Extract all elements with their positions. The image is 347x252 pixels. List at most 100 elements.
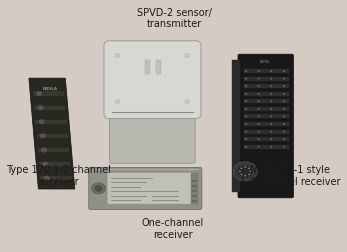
Circle shape (257, 70, 260, 72)
Circle shape (248, 168, 250, 169)
Circle shape (37, 105, 43, 110)
Circle shape (257, 78, 260, 80)
Bar (39, 162, 70, 166)
Circle shape (244, 175, 246, 176)
Circle shape (36, 91, 42, 96)
Circle shape (270, 108, 272, 110)
Circle shape (245, 100, 247, 102)
FancyBboxPatch shape (104, 41, 201, 119)
Bar (232, 60, 239, 192)
Circle shape (270, 85, 272, 87)
Circle shape (44, 176, 49, 180)
Circle shape (245, 93, 247, 95)
Polygon shape (29, 78, 75, 189)
Bar (244, 77, 289, 81)
Circle shape (270, 78, 272, 80)
Circle shape (244, 166, 246, 168)
Circle shape (270, 70, 272, 72)
Circle shape (257, 123, 260, 125)
Circle shape (245, 78, 247, 80)
Circle shape (270, 146, 272, 148)
Text: NRTBLL: NRTBLL (260, 60, 271, 64)
Circle shape (185, 53, 190, 57)
Circle shape (283, 70, 285, 72)
Circle shape (257, 108, 260, 110)
Bar (244, 84, 289, 88)
Circle shape (283, 78, 285, 80)
Bar (244, 145, 289, 149)
Circle shape (239, 171, 241, 172)
Circle shape (42, 162, 48, 166)
Circle shape (245, 108, 247, 110)
Bar (40, 176, 71, 180)
Circle shape (245, 123, 247, 125)
Bar (144, 60, 150, 74)
Bar (192, 195, 197, 197)
Circle shape (92, 183, 105, 194)
Circle shape (283, 100, 285, 102)
Circle shape (245, 138, 247, 140)
Circle shape (248, 174, 250, 175)
Circle shape (245, 131, 247, 133)
Bar (244, 99, 289, 103)
Circle shape (283, 131, 285, 133)
Circle shape (185, 100, 190, 104)
Bar (244, 92, 289, 96)
Circle shape (245, 70, 247, 72)
Bar (244, 107, 289, 111)
Circle shape (233, 162, 257, 181)
Circle shape (270, 123, 272, 125)
FancyBboxPatch shape (110, 110, 195, 163)
Bar (33, 91, 64, 96)
Circle shape (237, 165, 253, 178)
FancyBboxPatch shape (238, 54, 294, 198)
Bar (36, 134, 68, 138)
Text: SPVD-2 sensor/
transmitter: SPVD-2 sensor/ transmitter (137, 8, 212, 29)
Circle shape (257, 85, 260, 87)
Circle shape (283, 85, 285, 87)
Bar (192, 180, 197, 182)
Bar (34, 106, 66, 110)
Bar (155, 60, 161, 74)
Bar (191, 173, 198, 204)
Text: NIDILA: NIDILA (42, 87, 58, 91)
Circle shape (257, 93, 260, 95)
Bar (244, 114, 289, 118)
Bar (38, 148, 69, 152)
Text: Type 170 1-2 channel
receiver: Type 170 1-2 channel receiver (7, 165, 111, 187)
Circle shape (257, 100, 260, 102)
Circle shape (270, 115, 272, 117)
Circle shape (115, 100, 120, 104)
Circle shape (39, 119, 44, 124)
Circle shape (245, 85, 247, 87)
Circle shape (41, 148, 47, 152)
Circle shape (283, 123, 285, 125)
Bar (244, 122, 289, 126)
Bar (35, 120, 67, 124)
Circle shape (245, 146, 247, 148)
Circle shape (95, 185, 102, 192)
Circle shape (257, 115, 260, 117)
Circle shape (245, 115, 247, 117)
Bar (244, 130, 289, 134)
Circle shape (283, 138, 285, 140)
Circle shape (115, 53, 120, 57)
Bar (192, 200, 197, 202)
Text: NEMA TS-1 style
1-4 channel receiver: NEMA TS-1 style 1-4 channel receiver (240, 165, 340, 187)
Circle shape (270, 131, 272, 133)
Bar (192, 185, 197, 187)
Circle shape (257, 138, 260, 140)
Circle shape (257, 131, 260, 133)
Circle shape (270, 138, 272, 140)
Circle shape (250, 171, 252, 172)
Circle shape (240, 174, 243, 175)
Circle shape (270, 93, 272, 95)
Circle shape (257, 146, 260, 148)
FancyBboxPatch shape (107, 173, 195, 204)
Circle shape (283, 93, 285, 95)
Bar (244, 137, 289, 141)
Text: One-channel
receiver: One-channel receiver (142, 218, 204, 240)
Circle shape (270, 100, 272, 102)
Circle shape (283, 146, 285, 148)
Bar (192, 190, 197, 192)
